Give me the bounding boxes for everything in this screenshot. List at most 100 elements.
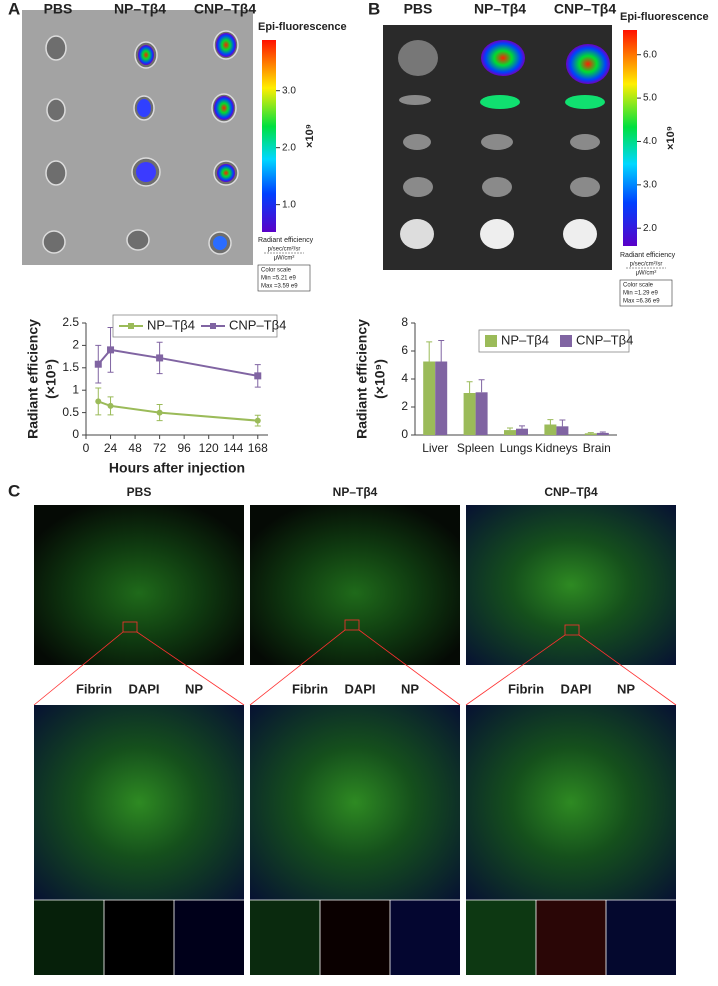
- column-title: NP–Tβ4: [474, 1, 526, 17]
- bar: [544, 424, 557, 435]
- x-tick-label: Kidneys: [535, 441, 578, 455]
- colorbar-unit: ×10⁹: [304, 124, 316, 148]
- y-tick-label: 0.5: [62, 405, 79, 419]
- legend-box-text: p/sec/cm²/sr: [630, 262, 663, 268]
- x-tick-label: Liver: [422, 441, 448, 455]
- y-axis-label: Radiant efficiency: [25, 319, 41, 439]
- colorbar-tick-label: 4.0: [643, 136, 657, 147]
- y-tick-label: 0: [401, 427, 408, 441]
- stain-label: Fibrin: [76, 681, 112, 696]
- y-axis-unit: (×10⁹): [372, 359, 388, 399]
- scale-box: [619, 279, 673, 307]
- scale-box: [257, 264, 311, 292]
- colorbar-tick-label: 3.0: [643, 179, 657, 190]
- point: [107, 346, 115, 354]
- x-tick-label: 24: [104, 441, 118, 455]
- stain-label: DAPI: [128, 681, 159, 696]
- series-line: [97, 400, 258, 422]
- bar: [556, 426, 569, 435]
- bar: [435, 361, 448, 435]
- legend-box-text: Max =6.36 e9: [623, 299, 660, 305]
- bar: [475, 392, 488, 435]
- legend-box: [478, 329, 630, 353]
- point: [107, 402, 114, 409]
- legend-box-text: Min =5.21 e9: [261, 276, 297, 282]
- y-tick-label: 2: [401, 399, 408, 413]
- colorbar: [262, 40, 276, 232]
- legend-label: CNP–Tβ4: [229, 317, 286, 332]
- column-title: CNP–Tβ4: [554, 1, 616, 17]
- legend-box-text: Max =3.59 e9: [261, 284, 298, 290]
- bar: [423, 361, 436, 435]
- legend-box-text: Min =1.29 e9: [623, 291, 659, 297]
- column-title: CNP–Tβ4: [544, 485, 598, 499]
- colorbar: [623, 30, 637, 246]
- micrographs: [33, 505, 677, 975]
- error-bar: [478, 379, 485, 393]
- point: [254, 372, 262, 380]
- error-bar: [507, 427, 513, 431]
- x-tick-label: 48: [128, 441, 142, 455]
- legend-swatch: [128, 323, 134, 329]
- colorbar-tick-label: 1.0: [282, 199, 296, 210]
- column-title: PBS: [44, 1, 73, 17]
- column-title: NP–Tβ4: [114, 1, 166, 17]
- column-title: PBS: [127, 485, 152, 499]
- legend-box-text: p/sec/cm²/sr: [268, 247, 301, 253]
- stain-label: NP: [617, 681, 635, 696]
- point: [156, 409, 163, 416]
- signal: [136, 33, 236, 250]
- error-bar: [438, 340, 445, 362]
- error-bar: [587, 432, 594, 434]
- colorbar-title: Epi-fluorescence: [258, 21, 347, 33]
- stain-label: Fibrin: [292, 681, 328, 696]
- y-tick-label: 2.5: [62, 315, 79, 329]
- stain-label: Fibrin: [508, 681, 544, 696]
- point: [95, 398, 102, 405]
- x-tick-label: 168: [248, 441, 268, 455]
- error-bar: [599, 431, 606, 433]
- x-axis-label: Hours after injection: [109, 460, 245, 476]
- colorbar-title: Epi-fluorescence: [620, 11, 709, 23]
- x-tick-label: Lungs: [500, 441, 533, 455]
- colorbar-unit: ×10⁹: [665, 126, 677, 150]
- stain-label: DAPI: [560, 681, 591, 696]
- colorbar-tick-label: 2.0: [643, 223, 657, 234]
- legend-swatch: [210, 323, 216, 329]
- bar: [504, 430, 516, 435]
- organs: [398, 40, 600, 249]
- legend-box-text: Color scale: [623, 283, 654, 289]
- y-tick-label: 1.5: [62, 360, 79, 374]
- x-tick-label: 120: [199, 441, 219, 455]
- bar: [584, 433, 597, 435]
- legend-box: [112, 314, 278, 338]
- y-tick-label: 6: [401, 343, 408, 357]
- point: [94, 360, 102, 368]
- legend-label: CNP–Tβ4: [576, 332, 633, 347]
- legend-box-text: μW/cm²: [274, 256, 295, 262]
- bar: [516, 428, 528, 435]
- legend-label: NP–Tβ4: [501, 332, 549, 347]
- colorbar-tick-label: 5.0: [643, 93, 657, 104]
- legend-box-text: Color scale: [261, 268, 292, 274]
- signal: [480, 40, 610, 109]
- x-tick-label: 144: [223, 441, 243, 455]
- bar: [463, 393, 476, 435]
- y-axis-unit: (×10⁹): [43, 359, 59, 399]
- x-tick-label: 96: [177, 441, 191, 455]
- stain-label: NP: [185, 681, 203, 696]
- error-bar: [426, 341, 433, 362]
- colorbar-tick-label: 2.0: [282, 142, 296, 153]
- panel-label: A: [8, 0, 20, 18]
- y-axis-label: Radiant efficiency: [354, 319, 370, 439]
- error-bar: [519, 425, 525, 429]
- legend-label: NP–Tβ4: [147, 317, 195, 332]
- y-tick-label: 4: [401, 371, 408, 385]
- error-bar: [547, 419, 554, 425]
- x-tick-label: 0: [83, 441, 90, 455]
- y-tick-label: 0: [72, 427, 79, 441]
- error-bar: [466, 381, 473, 393]
- x-tick-label: Spleen: [457, 441, 494, 455]
- stain-label: DAPI: [344, 681, 375, 696]
- series-line: [97, 348, 258, 377]
